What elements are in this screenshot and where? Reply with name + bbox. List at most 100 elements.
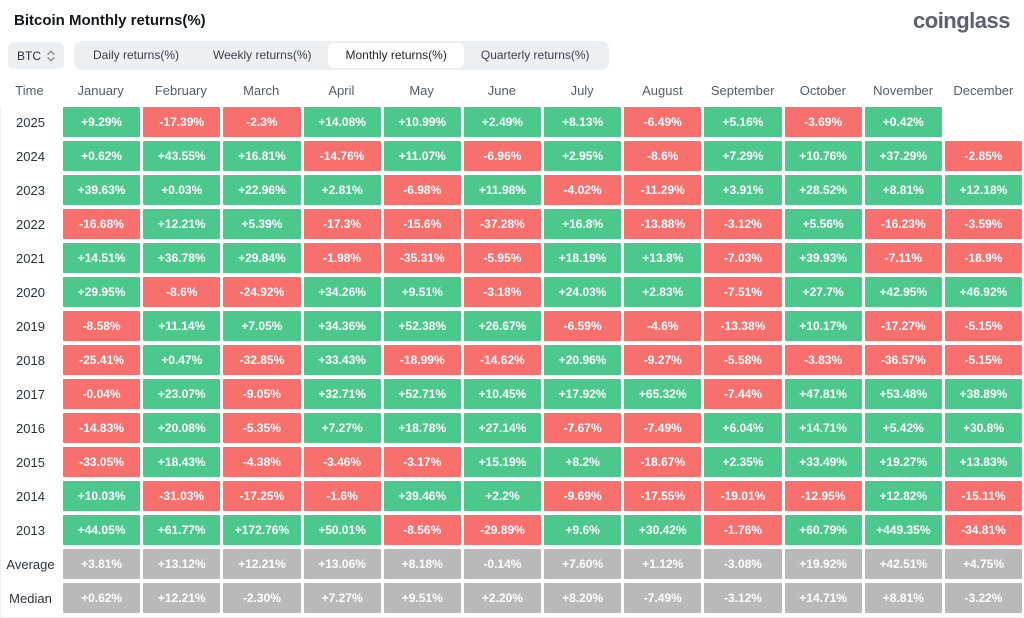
return-cell: +172.76% xyxy=(223,515,301,546)
month-column-header: August xyxy=(642,82,683,98)
tab-daily[interactable]: Daily returns(%) xyxy=(93,48,180,63)
return-cell: +30.42% xyxy=(624,515,702,546)
tab-quarterly[interactable]: Quarterly returns(%) xyxy=(480,48,590,63)
return-cell: -14.76% xyxy=(303,141,381,172)
return-cell: +18.78% xyxy=(383,413,461,444)
return-cell: +29.95% xyxy=(63,277,141,308)
return-cell: +13.06% xyxy=(303,549,381,580)
return-cell: -37.28% xyxy=(463,209,542,240)
return-cell: +34.26% xyxy=(303,277,381,308)
return-cell: +44.05% xyxy=(63,515,141,546)
return-cell: -33.05% xyxy=(63,447,141,478)
month-column-header: July xyxy=(570,82,594,98)
month-column-header: October xyxy=(799,82,846,98)
tab-weekly[interactable]: Weekly returns(%) xyxy=(213,48,312,63)
return-cell: +33.43% xyxy=(303,345,381,376)
return-cell: +7.27% xyxy=(303,413,381,444)
return-cell: +47.81% xyxy=(784,379,862,410)
return-cell: -3.69% xyxy=(784,107,862,138)
return-cell: -3.17% xyxy=(383,447,461,478)
return-cell: -7.51% xyxy=(704,277,782,308)
return-cell: +11.14% xyxy=(143,311,221,342)
return-cell: -0.04% xyxy=(63,379,141,410)
return-cell: +7.29% xyxy=(704,141,782,172)
month-column-header: March xyxy=(243,82,280,98)
return-cell: +34.36% xyxy=(303,311,381,342)
return-cell: +29.84% xyxy=(223,243,301,274)
return-cell: +10.76% xyxy=(784,141,862,172)
month-column-header: May xyxy=(409,82,434,98)
row-label: 2019 xyxy=(16,318,45,334)
tab-monthly[interactable]: Monthly returns(%) xyxy=(328,43,464,69)
return-cell: -2.3% xyxy=(223,107,301,138)
table-row: 2023 +39.63% +0.03% +22.96% +2.81% -6.98% +11.… xyxy=(1,175,1023,206)
return-cell: +16.8% xyxy=(544,209,622,240)
return-cell: +37.29% xyxy=(864,141,942,172)
time-column-header: Time xyxy=(15,82,44,98)
table-row: 2015 -33.05% +18.43% -4.38% -3.46% -3.17% +15.… xyxy=(1,447,1023,478)
return-cell: -3.46% xyxy=(303,447,381,478)
return-cell: -5.35% xyxy=(223,413,301,444)
row-label: 2023 xyxy=(16,182,45,198)
return-cell: +53.48% xyxy=(864,379,942,410)
return-cell: +2.2% xyxy=(463,481,542,512)
return-cell: -3.18% xyxy=(463,277,542,308)
return-cell: -1.98% xyxy=(303,243,381,274)
return-cell: -5.95% xyxy=(463,243,542,274)
row-label: 2025 xyxy=(16,114,45,130)
return-cell: -9.69% xyxy=(544,481,622,512)
return-cell: +1.12% xyxy=(624,549,702,580)
return-cell: -9.27% xyxy=(624,345,702,376)
return-cell: -0.14% xyxy=(463,549,542,580)
return-cell: -24.92% xyxy=(223,277,301,308)
return-cell: -1.6% xyxy=(303,481,381,512)
return-cell: +11.07% xyxy=(383,141,461,172)
return-cell: -6.59% xyxy=(544,311,622,342)
return-cell: -7.49% xyxy=(624,583,702,614)
return-cell: +8.13% xyxy=(544,107,622,138)
return-cell: +22.96% xyxy=(223,175,301,206)
return-cell: -1.76% xyxy=(704,515,782,546)
return-cell: -7.11% xyxy=(864,243,942,274)
table-row: Median +0.62% +12.21% -2.30% +7.27% +9.51% +2.… xyxy=(1,583,1023,614)
row-label: 2017 xyxy=(16,386,45,402)
return-cell: +27.7% xyxy=(784,277,862,308)
row-label: Median xyxy=(9,590,52,606)
return-cell: +2.35% xyxy=(704,447,782,478)
return-cell: +3.81% xyxy=(63,549,141,580)
return-cell: +13.8% xyxy=(624,243,702,274)
return-cell: -3.22% xyxy=(944,583,1023,614)
return-cell: +7.05% xyxy=(223,311,301,342)
return-cell: -6.49% xyxy=(624,107,702,138)
return-cell: -3.08% xyxy=(704,549,782,580)
month-column-header: November xyxy=(873,82,934,98)
table-row: 2016 -14.83% +20.08% -5.35% +7.27% +18.78% +27… xyxy=(1,413,1023,444)
return-cell: +39.63% xyxy=(63,175,141,206)
return-cell: -2.85% xyxy=(944,141,1023,172)
empty-cell xyxy=(945,107,1022,137)
return-cell: +4.75% xyxy=(944,549,1023,580)
row-label: 2015 xyxy=(16,454,45,470)
controls-row: BTC Daily returns(%) Weekly returns(%) Mon… xyxy=(0,34,1024,71)
return-cell: -18.99% xyxy=(383,345,461,376)
row-label: 2014 xyxy=(16,488,45,504)
symbol-select[interactable]: BTC xyxy=(8,42,64,70)
tab-group: Daily returns(%) Weekly returns(%) Monthly… xyxy=(74,41,609,71)
return-cell: +50.01% xyxy=(303,515,381,546)
return-cell: +10.03% xyxy=(63,481,141,512)
row-label: Average xyxy=(6,556,55,572)
return-cell: +14.51% xyxy=(63,243,141,274)
return-cell: -35.31% xyxy=(383,243,461,274)
return-cell: -3.83% xyxy=(784,345,862,376)
return-cell: +65.32% xyxy=(624,379,702,410)
return-cell: +27.14% xyxy=(463,413,542,444)
return-cell: +0.62% xyxy=(63,583,141,614)
table-body: 2025 +9.29% -17.39% -2.3% +14.08% +10.99% +2.4… xyxy=(0,107,1023,618)
return-cell: -2.30% xyxy=(223,583,301,614)
return-cell: +14.08% xyxy=(303,107,381,138)
return-cell: +13.83% xyxy=(944,447,1023,478)
return-cell: -4.02% xyxy=(544,175,622,206)
updown-chevron-icon xyxy=(47,50,55,62)
return-cell: +6.04% xyxy=(704,413,782,444)
return-cell: -7.49% xyxy=(624,413,702,444)
